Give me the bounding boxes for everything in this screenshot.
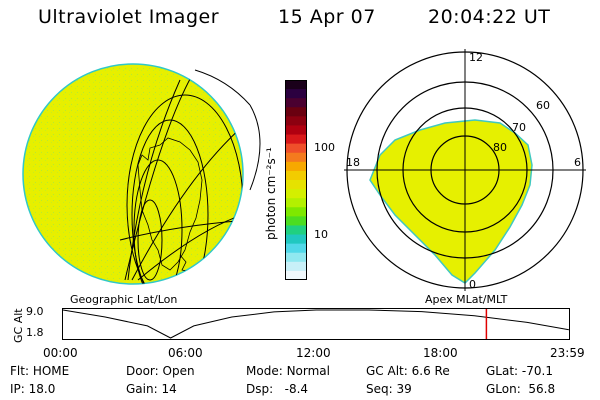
colorbar-unit-label: photon cm⁻²s⁻¹ bbox=[264, 147, 278, 240]
mlat-label-80: 80 bbox=[493, 141, 507, 154]
colorbar-stripe bbox=[285, 116, 307, 126]
timeline-y-tick-top: 9.0 bbox=[26, 305, 44, 318]
timeline-y-label: GC Alt bbox=[12, 308, 25, 343]
mlat-label-60: 60 bbox=[536, 99, 550, 112]
earth-disk bbox=[22, 63, 244, 285]
colorbar-stripe bbox=[285, 170, 307, 181]
colorbar-stripe bbox=[285, 161, 307, 172]
status-gcalt: GC Alt: 6.6 Re bbox=[366, 364, 450, 378]
colorbar-stripe bbox=[285, 80, 307, 90]
colorbar-stripe bbox=[285, 89, 307, 99]
timeline-y-tick-bottom: 1.8 bbox=[26, 326, 44, 339]
colorbar-stripe bbox=[285, 180, 307, 190]
polar-panel: 12 18 6 0 60 70 80 bbox=[344, 49, 586, 291]
timeline-x-tick-1: 06:00 bbox=[168, 346, 203, 360]
timeline-x-tick-4: 23:59 bbox=[550, 346, 585, 360]
mlt-label-6: 6 bbox=[574, 156, 581, 169]
colorbar-stripe bbox=[285, 198, 307, 208]
apex-label: Apex MLat/MLT bbox=[425, 293, 508, 306]
colorbar-stripe bbox=[285, 107, 307, 117]
colorbar-stripe bbox=[285, 252, 307, 263]
status-flt: Flt: HOME bbox=[10, 364, 70, 378]
status-dsp: Dsp: -8.4 bbox=[246, 382, 309, 396]
timeline-x-tick-0: 00:00 bbox=[43, 346, 78, 360]
status-glat: GLat: -70.1 bbox=[486, 364, 553, 378]
mlt-label-18: 18 bbox=[346, 156, 360, 169]
altitude-timeline bbox=[62, 308, 570, 340]
colorbar-stripe bbox=[285, 234, 307, 245]
geographic-label: Geographic Lat/Lon bbox=[70, 293, 178, 306]
colorbar-stripe bbox=[285, 125, 307, 136]
mlat-label-70: 70 bbox=[512, 121, 526, 134]
observation-time: 20:04:22 UT bbox=[428, 6, 551, 28]
colorbar-stripe bbox=[285, 261, 307, 272]
colorbar-stripe bbox=[285, 225, 307, 236]
status-seq: Seq: 39 bbox=[366, 382, 412, 396]
colorbar-stripe bbox=[285, 189, 307, 199]
colorbar-stripe bbox=[285, 98, 307, 108]
colorbar-stripe bbox=[285, 207, 307, 217]
status-gain: Gain: 14 bbox=[126, 382, 177, 396]
timeline-frame bbox=[62, 308, 570, 340]
mlt-label-0: 0 bbox=[469, 278, 476, 291]
status-ip: IP: 18.0 bbox=[10, 382, 56, 396]
status-glon: GLon: 56.8 bbox=[486, 382, 556, 396]
observation-date: 15 Apr 07 bbox=[278, 6, 376, 28]
status-door: Door: Open bbox=[126, 364, 195, 378]
colorbar-tick-10: 10 bbox=[314, 228, 328, 241]
colorbar-tick-100: 100 bbox=[314, 141, 335, 154]
timeline-x-tick-3: 18:00 bbox=[423, 346, 458, 360]
colorbar-stripe bbox=[285, 270, 307, 280]
altitude-curve bbox=[62, 309, 569, 339]
colorbar-stripe bbox=[285, 216, 307, 226]
mlt-axes bbox=[344, 49, 586, 291]
colorbar bbox=[285, 80, 307, 280]
colorbar-stripe bbox=[285, 143, 307, 154]
timeline-x-tick-2: 12:00 bbox=[296, 346, 331, 360]
colorbar-stripe bbox=[285, 243, 307, 254]
instrument-title: Ultraviolet Imager bbox=[38, 6, 220, 28]
colorbar-stripe bbox=[285, 152, 307, 163]
colorbar-stripe bbox=[285, 134, 307, 145]
status-mode: Mode: Normal bbox=[246, 364, 330, 378]
mlt-label-12: 12 bbox=[469, 51, 483, 64]
lat-lon-grid bbox=[119, 69, 243, 284]
geographic-panel bbox=[22, 63, 261, 285]
